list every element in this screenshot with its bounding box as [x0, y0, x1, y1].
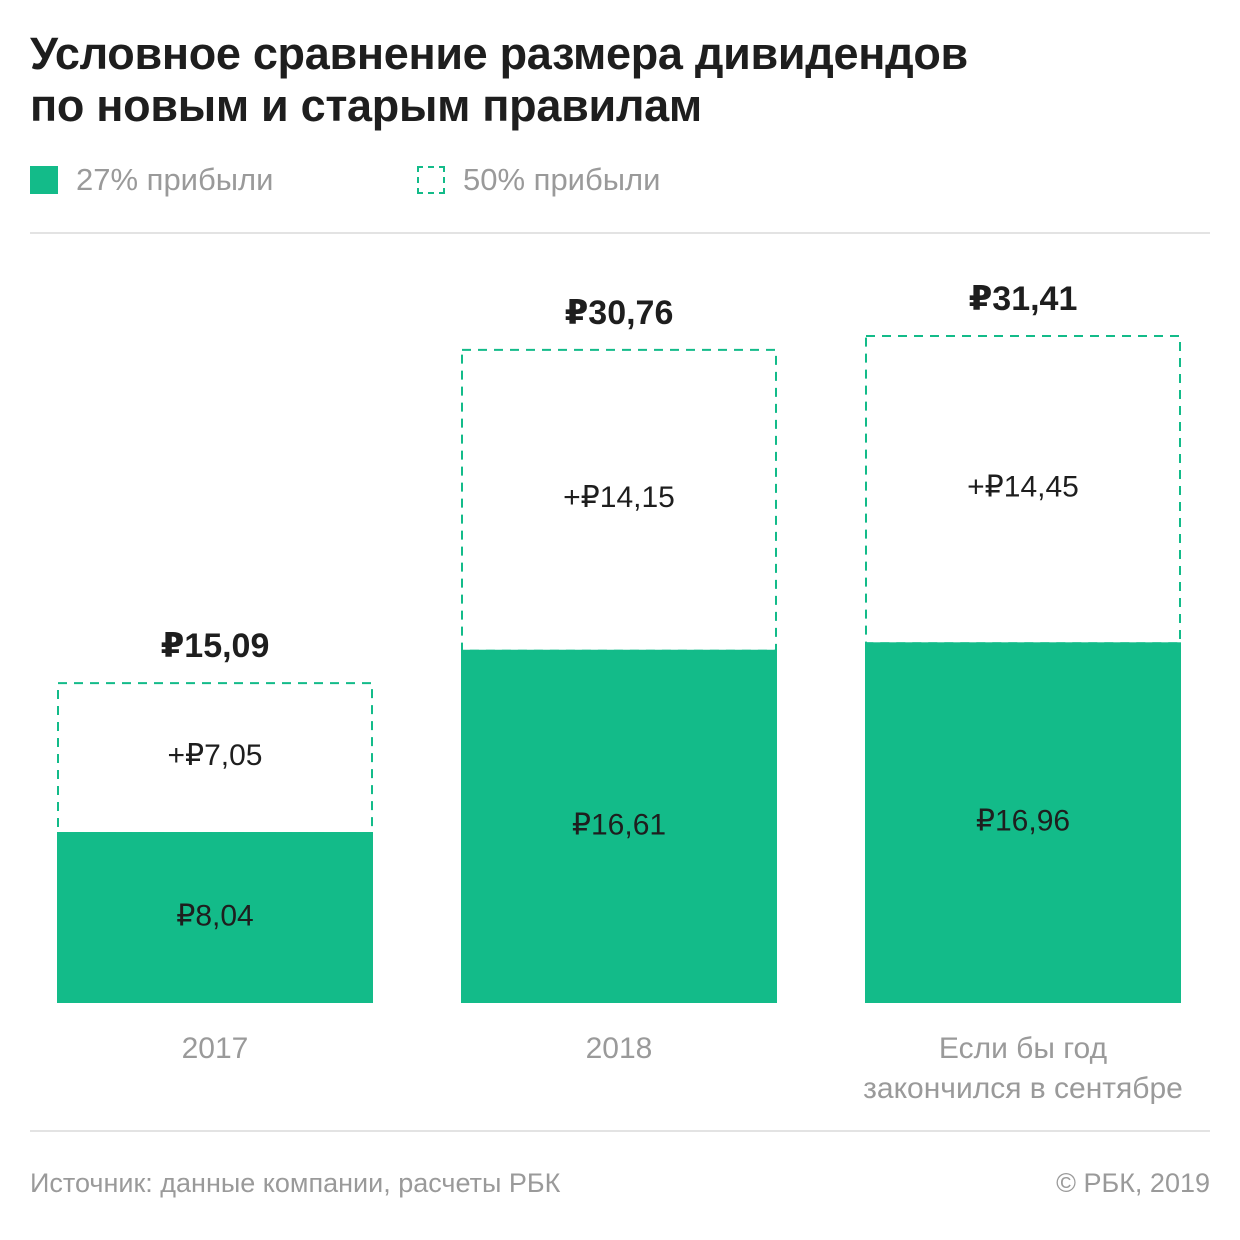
category-label-2-1: закончился в сентябре [863, 1072, 1183, 1105]
bar-additional-0 [57, 682, 373, 835]
bottom-divider [30, 1130, 1210, 1132]
bar-additional-2 [865, 335, 1181, 645]
chart-title: Условное сравнение размера дивидендов по… [30, 28, 1180, 132]
chart-title-line-1: Условное сравнение размера дивидендов [30, 28, 968, 79]
bar-base-1 [461, 649, 777, 1003]
bar-base-label-2: ₽16,96 [976, 805, 1070, 838]
category-label-1-0: 2018 [586, 1032, 653, 1065]
bar-total-label-1: ₽30,76 [565, 294, 674, 332]
bar-additional-1 [461, 348, 777, 652]
legend-swatch-dashed [417, 166, 445, 194]
bar-additional-label-2: +₽14,45 [967, 471, 1079, 504]
category-label-2-0: Если бы год [939, 1032, 1107, 1065]
bar-total-label-0: ₽15,09 [161, 627, 270, 665]
legend: 27% прибыли 50% прибыли [30, 160, 830, 200]
source-note: Источник: данные компании, расчеты РБК [30, 1168, 561, 1198]
bar-additional-label-0: +₽7,05 [168, 739, 263, 772]
bar-base-0 [57, 832, 373, 1003]
chart-title-line-2: по новым и старым правилам [30, 80, 702, 131]
bar-base-label-1: ₽16,61 [572, 808, 666, 841]
legend-item-27-percent: 27% прибыли [30, 160, 273, 200]
legend-label-50-percent: 50% прибыли [463, 162, 661, 197]
top-divider [30, 232, 1210, 234]
category-label-0-0: 2017 [182, 1032, 249, 1065]
bar-total-label-2: ₽31,41 [969, 280, 1078, 318]
bar-base-2 [865, 642, 1181, 1003]
bar-additional-label-1: +₽14,15 [563, 481, 675, 514]
legend-label-27-percent: 27% прибыли [76, 162, 274, 197]
legend-item-50-percent: 50% прибыли [417, 160, 660, 200]
copyright-note: © РБК, 2019 [1056, 1168, 1210, 1198]
legend-swatch-solid [30, 166, 58, 194]
bar-base-label-0: ₽8,04 [176, 899, 253, 932]
